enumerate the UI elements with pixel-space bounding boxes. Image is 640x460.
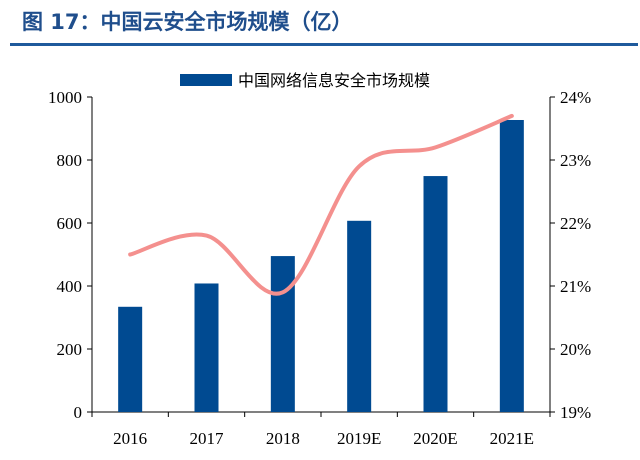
left-tick-label: 800 [57,151,83,170]
bar-2017 [194,283,219,412]
x-tick-label: 2018 [266,429,300,448]
x-tick-label: 2021E [490,429,534,448]
left-tick-label: 1000 [48,88,82,107]
bar-2018 [270,256,295,412]
right-tick-label: 20% [560,340,591,359]
growth-line [128,113,514,296]
left-tick-label: 0 [74,403,83,422]
x-tick-label: 2017 [190,429,225,448]
right-tick-label: 19% [560,403,591,422]
legend-swatch [180,74,232,86]
x-tick-label: 2020E [413,429,457,448]
right-tick-label: 22% [560,214,591,233]
chart-title: 图 17：中国云安全市场规模（亿） [22,10,353,34]
bar-2016 [118,306,143,412]
x-tick-label: 2016 [113,429,147,448]
right-tick-label: 23% [560,151,591,170]
title-rule [10,43,638,46]
bar-2020E [423,176,448,412]
bar-2021E [499,119,524,413]
left-tick-label: 200 [57,340,83,359]
x-tick-label: 2019E [337,429,381,448]
left-tick-label: 600 [57,214,83,233]
legend-label: 中国网络信息安全市场规模 [238,71,430,90]
right-tick-label: 21% [560,277,591,296]
left-tick-label: 400 [57,277,83,296]
right-tick-label: 24% [560,88,591,107]
bar-2019E [347,220,372,412]
